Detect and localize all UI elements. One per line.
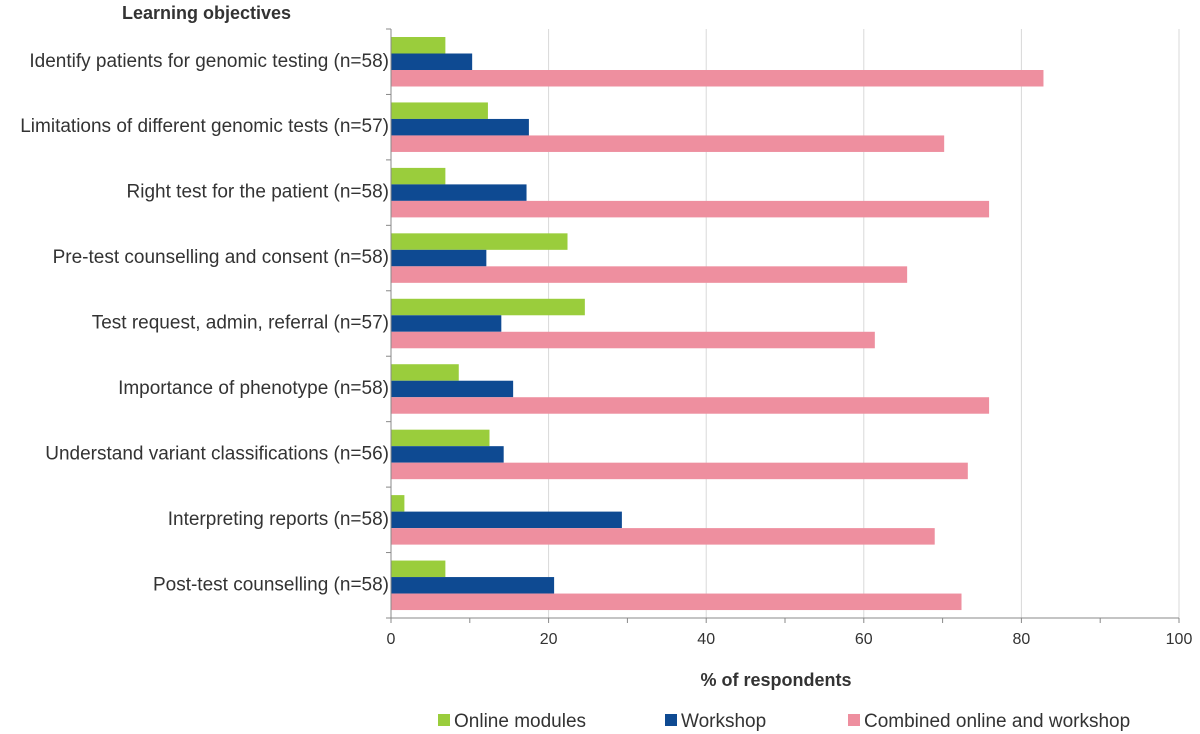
bar-3-5 [391,331,875,349]
chart-title: Learning objectives [122,3,291,23]
x-tick-label-4: 80 [1013,631,1031,648]
bar-3-2 [391,135,945,152]
bar-1-9 [391,560,446,578]
bar-2-8 [391,511,622,529]
category-label-5: Test request, admin, referral (n=57) [92,313,389,334]
bar-1-4 [391,233,568,250]
bars [391,37,1044,611]
x-axis-title: % of respondents [700,670,851,690]
bar-2-4 [391,249,487,267]
bar-2-6 [391,380,514,398]
legend-swatch-1 [438,714,450,726]
bar-3-6 [391,397,990,414]
bar-3-1 [391,70,1044,87]
category-label-6: Importance of phenotype (n=58) [118,378,389,399]
bar-1-6 [391,364,459,381]
category-label-2: Limitations of different genomic tests (… [20,116,389,137]
legend-swatch-2 [665,714,677,726]
category-label-4: Pre-test counselling and consent (n=58) [53,247,389,268]
category-label-9: Post-test counselling (n=58) [153,574,389,595]
bar-1-7 [391,429,490,447]
legend-label-1: Online modules [454,711,586,732]
category-labels: Identify patients for genomic testing (n… [20,51,389,596]
bar-2-2 [391,118,529,136]
x-tick-label-1: 20 [540,631,558,648]
legend: Online modules Workshop Combined online an… [438,711,1130,732]
axes [386,28,1180,623]
bar-2-7 [391,446,504,463]
bar-2-5 [391,315,502,332]
bar-3-8 [391,528,935,545]
x-tick-label-5: 100 [1166,631,1193,648]
legend-label-3: Combined online and workshop [864,711,1130,732]
category-label-1: Identify patients for genomic testing (n… [29,51,389,72]
category-label-3: Right test for the patient (n=58) [127,182,389,203]
x-tick-label-0: 0 [387,631,396,648]
category-label-8: Interpreting reports (n=58) [168,509,389,530]
bar-3-4 [391,266,908,283]
bar-3-3 [391,200,990,218]
bar-1-1 [391,37,446,54]
bar-1-5 [391,298,585,316]
bar-1-2 [391,102,488,119]
bar-1-8 [391,495,405,512]
bar-2-1 [391,53,473,70]
bar-3-7 [391,462,968,480]
bar-2-9 [391,577,555,594]
category-label-7: Understand variant classifications (n=56… [45,443,389,464]
x-tick-labels: 0 20 40 60 80 100 [387,631,1193,648]
bar-3-9 [391,593,962,611]
x-tick-label-3: 60 [855,631,873,648]
bar-1-3 [391,167,446,185]
legend-swatch-3 [848,714,860,726]
x-tick-label-2: 40 [697,631,715,648]
bar-2-3 [391,184,527,201]
legend-label-2: Workshop [681,711,766,732]
